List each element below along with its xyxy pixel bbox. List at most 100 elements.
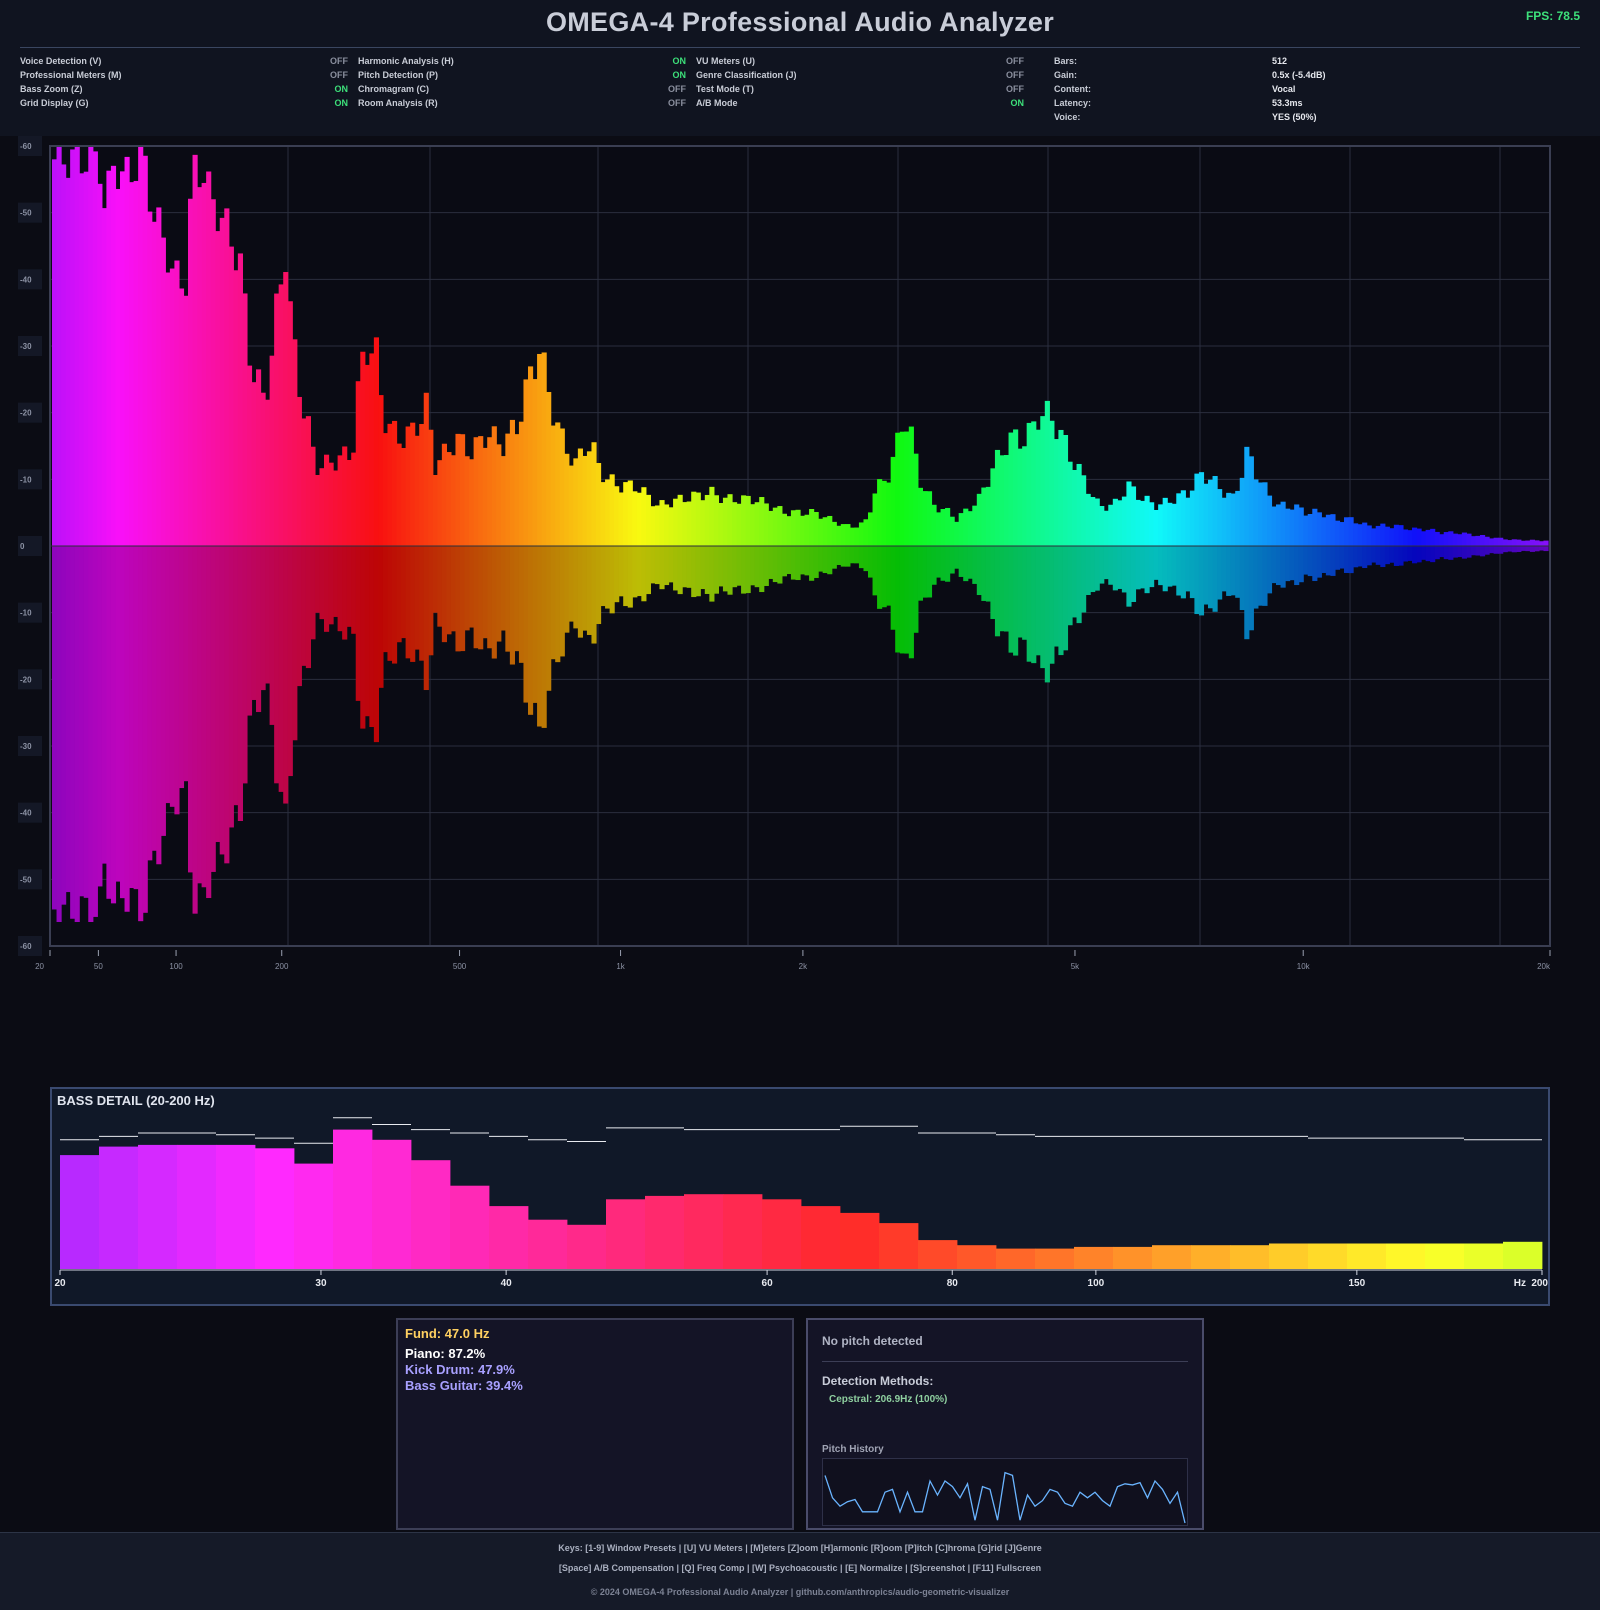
- spectrum-bar-mirror: [88, 546, 94, 922]
- spectrum-bar-mirror: [373, 546, 379, 743]
- spectrum-bar: [1371, 528, 1377, 546]
- spectrum-bar: [555, 422, 561, 546]
- spectrum-bar: [206, 171, 212, 546]
- spectrum-bar-mirror: [1108, 546, 1114, 585]
- spectrum-bar: [441, 443, 447, 546]
- spectrum-bar-mirror: [1217, 546, 1223, 600]
- toggle-label[interactable]: Chromagram (C): [358, 84, 430, 94]
- spectrum-bar-mirror: [1280, 546, 1286, 588]
- spectrum-bar-mirror: [242, 546, 248, 784]
- toggle-state[interactable]: OFF: [1006, 84, 1024, 94]
- toggle-label[interactable]: Test Mode (T): [696, 84, 754, 94]
- toggle-state[interactable]: OFF: [668, 98, 686, 108]
- x-tick-label: 50: [94, 962, 103, 971]
- spectrum-bar: [192, 154, 198, 546]
- spectrum-bar-mirror: [56, 546, 62, 922]
- spectrum-bar: [550, 425, 556, 546]
- spectrum-bar-mirror: [605, 546, 611, 609]
- spectrum-bar: [917, 487, 923, 546]
- spectrum-bar: [1008, 432, 1014, 546]
- spectrum-bar-mirror: [668, 546, 674, 583]
- toggle-label[interactable]: Professional Meters (M): [20, 70, 122, 80]
- spectrum-bar-mirror: [781, 546, 787, 577]
- y-tick-label: -40: [20, 275, 32, 284]
- spectrum-bar: [1153, 509, 1159, 546]
- spectrum-bar-mirror: [110, 546, 117, 904]
- spectrum-bar-mirror: [133, 546, 139, 890]
- spectrum-bar-mirror: [274, 546, 280, 784]
- toggle-label[interactable]: Room Analysis (R): [358, 98, 438, 108]
- toggle-label[interactable]: A/B Mode: [696, 98, 738, 108]
- y-tick-bg: [18, 402, 42, 423]
- spectrum-bar: [364, 364, 370, 546]
- spectrum-bar: [636, 492, 642, 546]
- spectrum-bar-mirror: [768, 546, 774, 579]
- bass-bar: [411, 1160, 451, 1269]
- spectrum-bars: [52, 146, 1549, 922]
- spectrum-bar-mirror: [70, 546, 76, 919]
- toggle-label[interactable]: VU Meters (U): [696, 56, 756, 66]
- spectrum-bar-mirror: [1294, 546, 1300, 586]
- toggle-label[interactable]: Bass Zoom (Z): [20, 84, 83, 94]
- spectrum-bar-mirror: [1262, 546, 1268, 606]
- bass-x-tick-label: 60: [762, 1278, 774, 1289]
- toggle-label[interactable]: Pitch Detection (P): [358, 70, 439, 80]
- spectrum-bar: [169, 268, 175, 546]
- toggle-label[interactable]: Harmonic Analysis (H): [358, 56, 454, 66]
- spectrum-bar: [1035, 429, 1041, 546]
- spectrum-bar: [926, 491, 933, 546]
- spectrum-bar: [360, 351, 366, 546]
- toggle-label[interactable]: Voice Detection (V): [20, 56, 102, 66]
- spectrum-bar-mirror: [863, 546, 869, 572]
- spectrum-bar-mirror: [763, 546, 769, 586]
- spectrum-bar-mirror: [926, 546, 933, 598]
- spectrum-bar: [1194, 473, 1200, 546]
- spectrum-bar-mirror: [351, 546, 357, 634]
- toggle-state[interactable]: OFF: [1006, 56, 1024, 66]
- toggle-state[interactable]: ON: [1010, 98, 1025, 108]
- spectrum-bar-mirror: [636, 546, 642, 597]
- spectrum-bar-mirror: [1266, 546, 1273, 594]
- spectrum-bar: [1149, 502, 1155, 546]
- spectrum-bar-mirror: [518, 546, 525, 663]
- toggle-state[interactable]: OFF: [330, 70, 348, 80]
- spectrum-bar: [523, 379, 529, 546]
- spectrum-bar: [1316, 512, 1322, 546]
- spectrum-bar-mirror: [355, 546, 361, 701]
- spectrum-bar: [1353, 523, 1359, 546]
- toggle-state[interactable]: ON: [672, 56, 687, 66]
- bass-bar: [99, 1146, 139, 1269]
- spectrum-bar-mirror: [722, 546, 729, 592]
- spectrum-bar-mirror: [1149, 546, 1155, 588]
- spectrum-bar: [1425, 529, 1431, 546]
- toggle-label[interactable]: Genre Classification (J): [696, 70, 797, 80]
- spectrum-bar-mirror: [1013, 546, 1019, 656]
- spectrum-bar-mirror: [61, 546, 67, 905]
- toggle-state[interactable]: OFF: [1006, 70, 1024, 80]
- spectrum-bar: [1448, 531, 1454, 546]
- toggle-state[interactable]: OFF: [668, 84, 686, 94]
- spectrum-bar-mirror: [609, 546, 615, 614]
- spectrum-bar: [1067, 461, 1073, 546]
- spectrum-bar-mirror: [446, 546, 452, 635]
- toggle-state[interactable]: ON: [334, 84, 349, 94]
- spectrum-bar-mirror: [324, 546, 330, 632]
- spectrum-bar-mirror: [124, 546, 130, 912]
- spectrum-bar-mirror: [1430, 546, 1436, 563]
- spectrum-bar-mirror: [1112, 546, 1118, 591]
- toggle-state[interactable]: ON: [672, 70, 687, 80]
- spectrum-bar-mirror: [74, 546, 80, 922]
- spectrum-bar: [509, 419, 515, 546]
- spectrum-bar-mirror: [877, 546, 883, 609]
- spectrum-bar: [1348, 517, 1354, 546]
- bass-bar: [1230, 1245, 1270, 1269]
- toggle-label[interactable]: Grid Display (G): [20, 98, 89, 108]
- spectrum-bar: [101, 208, 107, 546]
- toggle-state[interactable]: OFF: [330, 56, 348, 66]
- bass-x-tick-label: 100: [1088, 1278, 1105, 1289]
- spectrum-bar: [704, 494, 710, 546]
- spectrum-bar-mirror: [1031, 546, 1037, 664]
- toggle-state[interactable]: ON: [334, 98, 349, 108]
- spectrum-bar-mirror: [1344, 546, 1350, 573]
- spectrum-bar: [659, 500, 665, 546]
